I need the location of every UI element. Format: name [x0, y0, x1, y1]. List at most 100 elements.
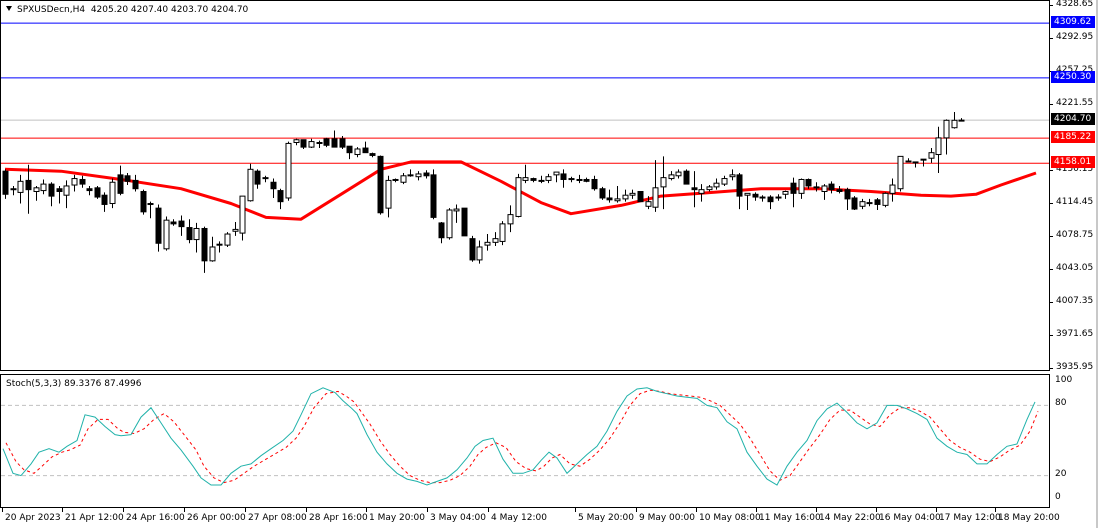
chart-title: SPXUSDecn,H4 4205.20 4207.40 4203.70 420…: [6, 5, 248, 15]
price-chart-pane[interactable]: SPXUSDecn,H4 4205.20 4207.40 4203.70 420…: [0, 0, 1050, 371]
candle: [124, 173, 131, 186]
candle: [155, 204, 162, 252]
candle: [568, 176, 575, 183]
candle: [362, 141, 369, 154]
candle: [377, 155, 384, 215]
candle: [56, 185, 63, 204]
candle: [821, 184, 828, 200]
candle: [928, 148, 935, 163]
candle: [599, 186, 606, 200]
candle: [943, 119, 950, 155]
candle: [17, 174, 24, 204]
price-level-label: 4158.01: [1051, 156, 1095, 169]
candle: [232, 222, 239, 236]
candle: [132, 174, 139, 192]
candle: [385, 175, 392, 218]
candle: [545, 173, 552, 184]
symbol-label: SPXUSDecn,H4: [17, 5, 86, 15]
candle: [622, 189, 629, 202]
candle: [782, 190, 789, 199]
candle: [759, 195, 766, 202]
candle: [905, 158, 912, 163]
candle: [538, 175, 545, 184]
candle: [163, 216, 170, 251]
candle: [101, 192, 108, 212]
candle: [407, 169, 414, 177]
candle: [897, 155, 904, 192]
candle: [958, 118, 965, 122]
candle: [507, 205, 514, 233]
candle: [882, 192, 889, 208]
candle: [308, 138, 315, 149]
candle: [706, 185, 713, 192]
candle: [316, 140, 323, 149]
candle: [729, 169, 736, 181]
candle: [691, 171, 698, 208]
candle: [828, 181, 835, 194]
triangle-down-icon[interactable]: [6, 6, 12, 11]
candle: [698, 184, 705, 202]
candle: [216, 241, 223, 253]
candle: [339, 136, 346, 149]
stoch-main-line: [2, 387, 1036, 486]
candle: [86, 185, 93, 196]
candlestick-plot: [1, 22, 1049, 273]
candle: [369, 152, 376, 158]
candle: [94, 185, 101, 199]
candle: [178, 215, 185, 236]
stochastic-plot: [1, 387, 1049, 486]
candle: [209, 236, 216, 262]
candle: [560, 169, 567, 188]
candle: [430, 169, 437, 220]
candle: [40, 179, 47, 195]
candle: [140, 189, 147, 215]
candle: [866, 198, 873, 207]
candle: [201, 226, 208, 273]
candle: [744, 192, 751, 210]
candle: [25, 164, 32, 214]
candle: [262, 175, 269, 183]
moving-average-line: [4, 160, 1037, 221]
candle: [591, 175, 598, 191]
candle: [874, 197, 881, 210]
candle: [790, 177, 797, 208]
candle: [270, 178, 277, 198]
candle: [461, 207, 468, 237]
candle: [147, 201, 154, 219]
candle: [721, 175, 728, 186]
candle: [415, 171, 422, 181]
candle: [583, 177, 590, 183]
price-axis: 4328.654292.954257.254221.554150.154114.…: [1049, 0, 1094, 373]
candle: [805, 178, 812, 189]
candle: [10, 185, 17, 196]
candle: [109, 178, 116, 209]
candle: [652, 160, 659, 212]
candle: [170, 219, 177, 226]
candle: [606, 189, 613, 203]
candle: [775, 194, 782, 201]
candle: [254, 169, 261, 189]
candle: [79, 175, 86, 188]
candle: [836, 185, 843, 194]
candle: [300, 139, 307, 149]
candle: [277, 188, 284, 210]
candle: [660, 156, 667, 210]
stoch-tick: 0: [1055, 492, 1061, 502]
candle: [553, 171, 560, 183]
candle: [484, 234, 491, 251]
candle: [446, 208, 453, 240]
stochastic-title: Stoch(5,3,3) 89.3376 87.4996: [6, 379, 142, 389]
candle: [499, 221, 506, 246]
candle: [48, 182, 55, 207]
stochastic-pane[interactable]: Stoch(5,3,3) 89.3376 87.4996: [0, 374, 1050, 508]
candle: [354, 147, 361, 158]
candle: [515, 173, 522, 218]
candle: [331, 130, 338, 148]
window-edge: [1096, 0, 1098, 528]
candle: [193, 222, 200, 253]
candle: [522, 164, 529, 184]
candle: [736, 173, 743, 210]
candle: [224, 232, 231, 247]
candle: [713, 178, 720, 190]
candle: [813, 182, 820, 192]
